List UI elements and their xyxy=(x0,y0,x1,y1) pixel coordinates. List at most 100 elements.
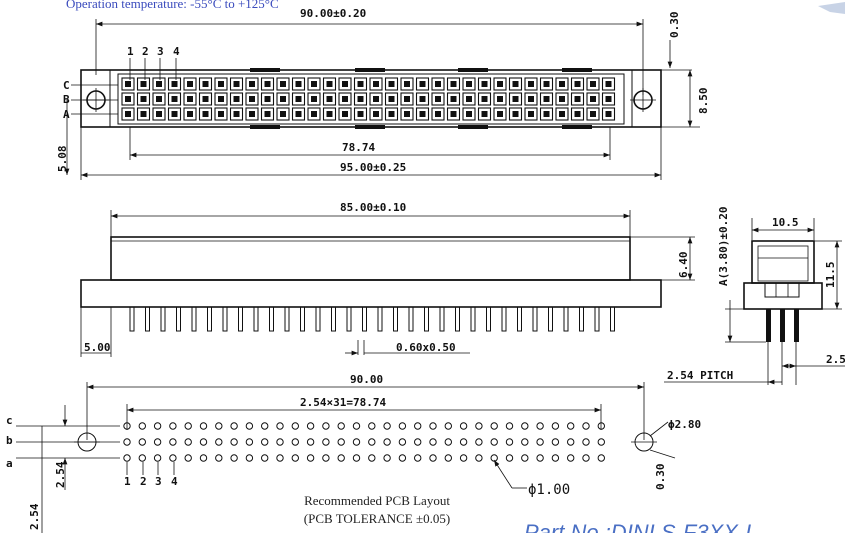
front-contact xyxy=(245,92,259,106)
front-contact xyxy=(415,92,430,106)
front-contact-core xyxy=(295,81,302,87)
front-contact xyxy=(400,92,414,106)
pcb-hole xyxy=(383,422,391,430)
pcb-hole xyxy=(245,438,254,446)
pcb-hole xyxy=(153,454,162,462)
dim-left-vert2: 2.54 xyxy=(28,503,41,530)
side-pin xyxy=(346,306,352,332)
front-contact xyxy=(260,92,275,106)
front-contact xyxy=(338,77,352,91)
front-pin-4: 4 xyxy=(173,45,180,58)
front-contact xyxy=(322,107,337,121)
front-contact xyxy=(152,107,166,121)
front-contact xyxy=(245,107,259,121)
pcb-hole xyxy=(398,422,407,430)
front-contact-core xyxy=(435,81,441,87)
pcb-hole xyxy=(352,438,361,446)
front-contact xyxy=(167,77,182,91)
pcb-hole xyxy=(536,454,544,462)
pcb-pin-2: 2 xyxy=(140,475,147,488)
front-contact-core xyxy=(574,96,581,102)
pcb-hole xyxy=(322,438,330,446)
pcb-hole xyxy=(169,454,177,462)
front-contact-core xyxy=(156,111,162,117)
front-contact-core xyxy=(373,81,379,87)
front-contact-core xyxy=(202,111,209,117)
front-contact-core xyxy=(388,81,395,87)
front-contact xyxy=(198,107,213,121)
front-contact-core xyxy=(435,111,441,117)
front-contact-core xyxy=(419,96,426,102)
front-contact-core xyxy=(481,81,488,87)
pcb-hole xyxy=(123,438,131,446)
front-contact-grid xyxy=(121,77,616,121)
pcb-hole xyxy=(475,422,483,430)
pcb-hole xyxy=(276,454,284,462)
pcb-hole xyxy=(184,422,192,430)
front-contact-core xyxy=(171,96,178,102)
front-contact xyxy=(183,77,197,91)
pcb-hole xyxy=(138,438,147,446)
pcb-hole xyxy=(414,438,422,446)
pcb-hole xyxy=(567,422,575,430)
pcb-hole xyxy=(368,438,376,446)
pcb-hole xyxy=(276,438,284,446)
pcb-hole xyxy=(153,438,162,446)
front-contact xyxy=(415,107,430,121)
front-contact xyxy=(446,107,461,121)
front-contact xyxy=(384,107,399,121)
front-contact-core xyxy=(404,81,410,87)
front-contact xyxy=(167,107,182,121)
front-contact-core xyxy=(559,96,565,102)
pcb-hole xyxy=(414,422,422,430)
pcb-hole xyxy=(153,422,162,430)
pcb-hole xyxy=(429,454,437,462)
front-contact-core xyxy=(342,81,348,87)
front-contact-core xyxy=(450,96,457,102)
pcb-hole xyxy=(536,438,544,446)
front-contact-core xyxy=(342,96,348,102)
pcb-hole xyxy=(306,454,315,462)
front-contact-core xyxy=(419,81,426,87)
side-pin xyxy=(501,306,507,332)
front-contact-core xyxy=(187,111,193,117)
side-pin xyxy=(579,306,584,332)
dim-a: A(3.80)±0.20 xyxy=(717,207,730,286)
pcb-hole xyxy=(536,422,544,430)
pcb-hole xyxy=(245,454,254,462)
front-contact xyxy=(291,77,306,91)
front-contact-core xyxy=(264,96,271,102)
front-contact-core xyxy=(187,81,193,87)
pcb-hole xyxy=(138,454,147,462)
pcb-hole xyxy=(398,438,407,446)
front-contact-core xyxy=(140,111,147,117)
pcb-hole xyxy=(444,438,452,446)
pcb-hole xyxy=(505,438,514,446)
front-contact xyxy=(198,92,213,106)
front-contact-core xyxy=(450,81,457,87)
front-contact-core xyxy=(311,81,317,87)
front-contact xyxy=(121,77,135,91)
side-pin xyxy=(362,306,367,332)
front-contact xyxy=(493,107,507,121)
front-contact-core xyxy=(295,96,302,102)
pcb-hole xyxy=(306,422,315,430)
front-pin-1: 1 xyxy=(127,45,134,58)
front-contact-core xyxy=(590,111,596,117)
pcb-hole xyxy=(521,438,529,446)
pcb-hole-grid xyxy=(123,422,605,462)
front-contact-core xyxy=(233,81,240,87)
dim-overall-width: 90.00±0.20 xyxy=(300,7,366,20)
front-contact-core xyxy=(233,111,240,117)
pcb-hole xyxy=(444,454,452,462)
pcb-caption-line2: (PCB TOLERANCE ±0.05) xyxy=(304,511,450,526)
front-contact xyxy=(384,92,399,106)
front-row-label-c: C xyxy=(63,79,70,92)
pcb-hole xyxy=(551,454,560,462)
front-contact-core xyxy=(357,81,364,87)
front-contact-core xyxy=(311,111,317,117)
front-pin-2: 2 xyxy=(142,45,149,58)
pcb-pin-3: 3 xyxy=(155,475,162,488)
front-contact xyxy=(524,77,538,91)
pcb-hole xyxy=(459,422,468,430)
